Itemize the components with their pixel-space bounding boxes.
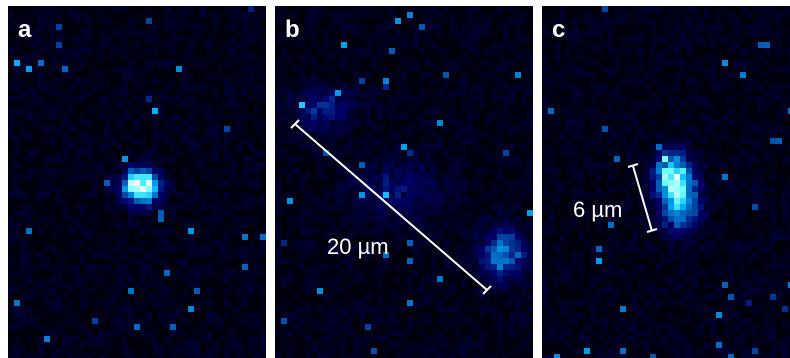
image-panel-a: a xyxy=(8,6,266,358)
panel-label-b: b xyxy=(285,16,300,43)
scale-bar-b xyxy=(290,119,492,295)
scale-bar-label-b: 20 µm xyxy=(327,234,389,259)
scale-bar-label-c: 6 µm xyxy=(573,197,623,222)
fluorescence-image-b xyxy=(275,6,533,358)
fluorescence-image-c xyxy=(542,6,790,358)
image-panel-b: b 20 µm xyxy=(275,6,533,358)
image-panel-c: c 6 µm xyxy=(542,6,790,358)
fluorescence-image-a xyxy=(8,6,266,358)
panel-label-c: c xyxy=(552,16,566,43)
panel-label-a: a xyxy=(18,16,32,43)
scale-bar-c xyxy=(627,163,658,233)
